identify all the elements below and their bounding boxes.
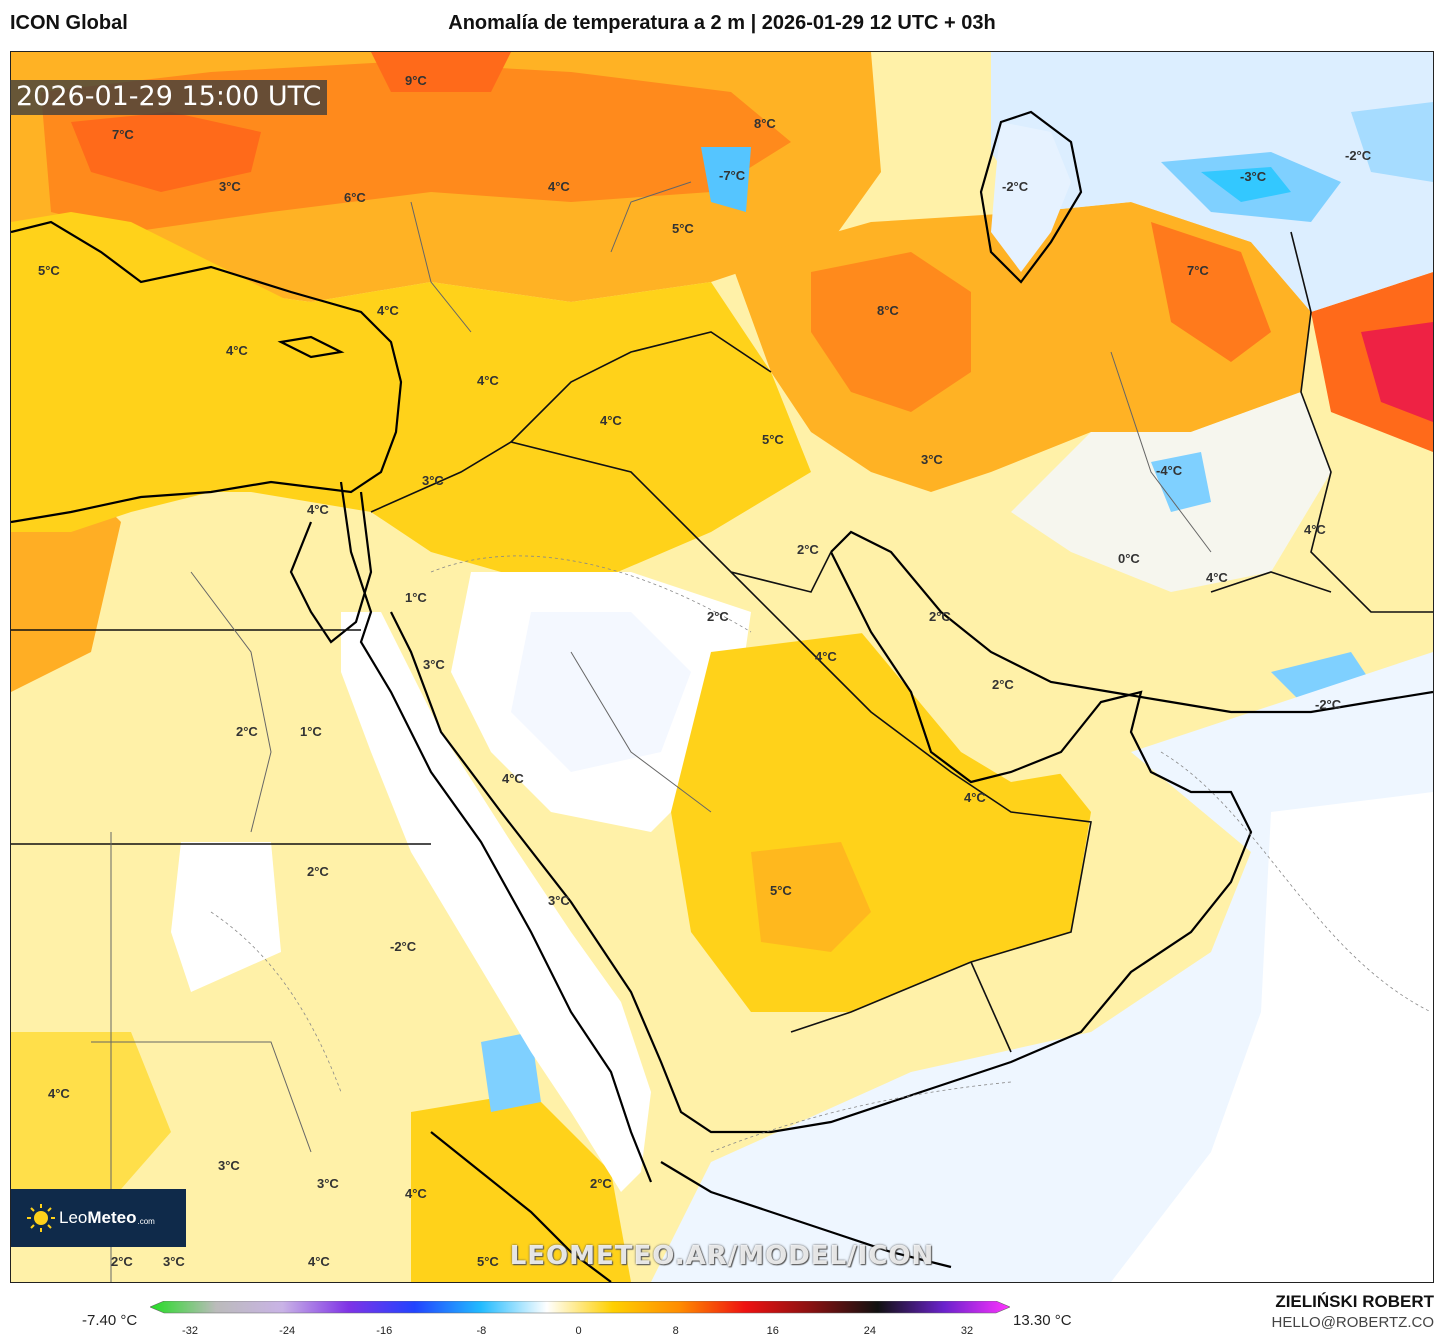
temp-label: -3°C (1240, 169, 1267, 184)
temp-label: 4°C (815, 649, 837, 664)
temp-label: 3°C (317, 1176, 339, 1191)
map-title: Anomalía de temperatura a 2 m | 2026-01-… (448, 12, 996, 34)
colorbar-tick-label: -16 (376, 1325, 393, 1337)
temp-label: -2°C (1002, 179, 1029, 194)
temp-label: 4°C (308, 1254, 330, 1269)
colorbar-tick-label: 32 (960, 1325, 974, 1337)
temp-label: 6°C (344, 190, 366, 205)
temp-label: 4°C (502, 771, 524, 786)
temp-label: 5°C (477, 1254, 499, 1269)
author-name: ZIELIŃSKI ROBERT (1275, 1292, 1434, 1311)
colorbar-tick-label: 24 (863, 1325, 876, 1337)
colorbar-max-label: 13.30 °C (1013, 1312, 1072, 1329)
logo-text-light: Leo (59, 1208, 88, 1227)
temp-label: 3°C (548, 893, 570, 908)
logo-text: LeoMeteo (59, 1208, 137, 1228)
temp-label: 4°C (964, 790, 986, 805)
model-name: ICON Global (10, 12, 128, 34)
temperature-anomaly-map[interactable] (10, 51, 1434, 1283)
map-canvas (11, 52, 1433, 1282)
colorbar-min-label: -7.40 °C (82, 1312, 138, 1329)
leometeo-logo[interactable]: LeoMeteo .com (11, 1189, 186, 1247)
temp-label: 2°C (797, 542, 819, 557)
temp-label: 5°C (762, 432, 784, 447)
temp-label: 2°C (707, 609, 729, 624)
temp-label: 2°C (992, 677, 1014, 692)
temp-label: 3°C (219, 179, 241, 194)
temp-label: 4°C (600, 413, 622, 428)
temp-label: 4°C (1206, 570, 1228, 585)
author-email: HELLO@ROBERTZ.CO (1271, 1314, 1434, 1331)
temp-label: 3°C (218, 1158, 240, 1173)
colorbar-tick-label: -32 (182, 1325, 198, 1337)
temp-label: 0°C (1118, 551, 1140, 566)
temp-label: 5°C (672, 221, 694, 236)
watermark-url: LEOMETEO.AR/MODEL/ICON (509, 1241, 935, 1271)
temp-label: 8°C (877, 303, 899, 318)
temp-label: 3°C (163, 1254, 185, 1269)
temp-label: -7°C (719, 168, 746, 183)
colorbar-tick-label: 8 (672, 1325, 679, 1337)
temp-label: 2°C (929, 609, 951, 624)
temp-label: 4°C (1304, 522, 1326, 537)
colorbar-tick-label: 0 (575, 1325, 582, 1337)
temp-label: 1°C (300, 724, 322, 739)
temp-label: 2°C (236, 724, 258, 739)
temp-label: 2°C (111, 1254, 133, 1269)
temp-label: 7°C (112, 127, 134, 142)
colorbar-tick-label: -8 (476, 1325, 487, 1337)
temp-label: 2°C (590, 1176, 612, 1191)
temp-label: 4°C (548, 179, 570, 194)
temp-label: -2°C (1315, 697, 1342, 712)
temp-label: -4°C (1156, 463, 1183, 478)
temp-label: -2°C (390, 939, 417, 954)
temp-label: 4°C (405, 1186, 427, 1201)
colorbar-tick-label: 16 (766, 1325, 779, 1337)
temp-label: 5°C (38, 263, 60, 278)
sun-icon (27, 1204, 55, 1232)
temp-label: 3°C (921, 452, 943, 467)
temp-label: 4°C (307, 502, 329, 517)
temp-label: 1°C (405, 590, 427, 605)
temp-label: -2°C (1345, 148, 1372, 163)
temp-label: 3°C (423, 657, 445, 672)
temp-label: 4°C (377, 303, 399, 318)
logo-suffix: .com (137, 1216, 155, 1226)
temp-label: 4°C (48, 1086, 70, 1101)
temp-label: 8°C (754, 116, 776, 131)
temp-label: 4°C (477, 373, 499, 388)
logo-text-bold: Meteo (87, 1208, 137, 1227)
temp-label: 3°C (422, 473, 444, 488)
temp-label: 7°C (1187, 263, 1209, 278)
temp-label: 5°C (770, 883, 792, 898)
colorbar (149, 1300, 1011, 1328)
temp-label: 9°C (405, 73, 427, 88)
temp-label: 2°C (307, 864, 329, 879)
colorbar-tick-label: -24 (279, 1325, 296, 1337)
valid-time-label: 2026-01-29 15:00 UTC (10, 80, 328, 115)
temp-label: 4°C (226, 343, 248, 358)
